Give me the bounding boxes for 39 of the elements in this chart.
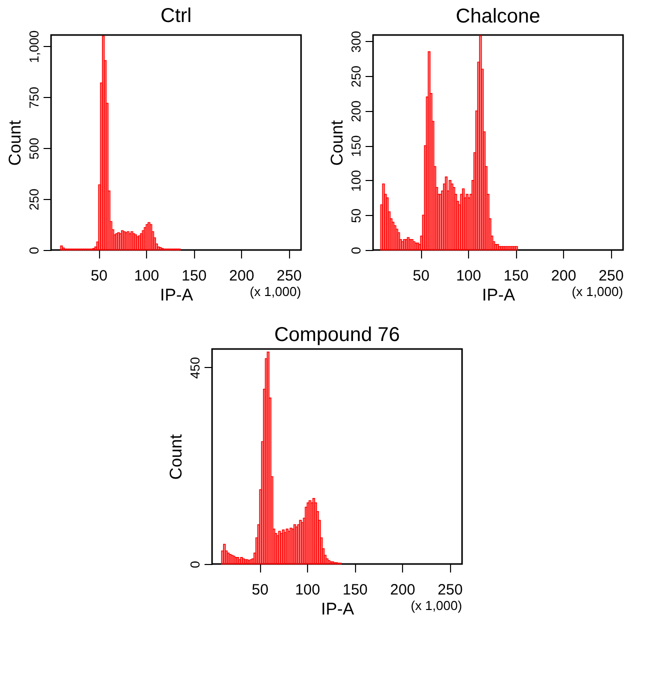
x-tick-label: 250 <box>438 582 463 598</box>
y-tick-label: 150 <box>348 135 364 157</box>
y-tick-label: 500 <box>26 138 42 160</box>
chart-title: Ctrl <box>160 4 192 27</box>
y-tick-label: 1,000 <box>26 30 42 63</box>
y-axis-title: Count <box>6 120 25 166</box>
x-axis-title: IP-A <box>482 286 516 304</box>
text: (x 1,000) <box>572 284 624 299</box>
x-tick-label: 100 <box>295 582 320 598</box>
x-tick-label: 50 <box>90 268 108 284</box>
x-tick-label: 150 <box>504 268 529 284</box>
chart-title: Compound 76 <box>274 324 400 346</box>
y-tick-label: 50 <box>348 208 364 223</box>
x-tick-label: 200 <box>551 268 576 284</box>
x-tick-label: 200 <box>390 582 416 598</box>
x-tick-label: 200 <box>229 268 254 284</box>
x-tick-label: 100 <box>456 268 482 284</box>
y-tick-label: 750 <box>26 86 42 109</box>
y-tick-label: 250 <box>348 66 364 88</box>
x-tick-label: 50 <box>252 582 268 598</box>
text: (x 1,000) <box>410 598 462 613</box>
y-axis-title: Count <box>166 434 186 480</box>
text: (x 1,000) <box>250 284 302 299</box>
y-tick-label: 250 <box>26 188 42 210</box>
x-axis-title: IP-A <box>160 286 194 304</box>
y-tick-label: 200 <box>348 100 364 122</box>
x-tick-label: 100 <box>134 268 160 284</box>
y-tick-label: 300 <box>348 30 364 53</box>
y-tick-label: 450 <box>188 357 203 379</box>
x-tick-label: 250 <box>276 268 302 284</box>
chart-title: Chalcone <box>456 5 540 28</box>
y-tick-label: 0 <box>348 246 364 254</box>
y-axis-title: Count <box>328 120 347 166</box>
x-tick-label: 250 <box>598 268 624 284</box>
y-tick-label: 0 <box>26 246 42 254</box>
y-tick-label: 100 <box>348 170 364 192</box>
y-tick-label: 0 <box>188 560 203 568</box>
x-tick-label: 50 <box>412 268 430 284</box>
x-axis-title: IP-A <box>321 600 355 618</box>
